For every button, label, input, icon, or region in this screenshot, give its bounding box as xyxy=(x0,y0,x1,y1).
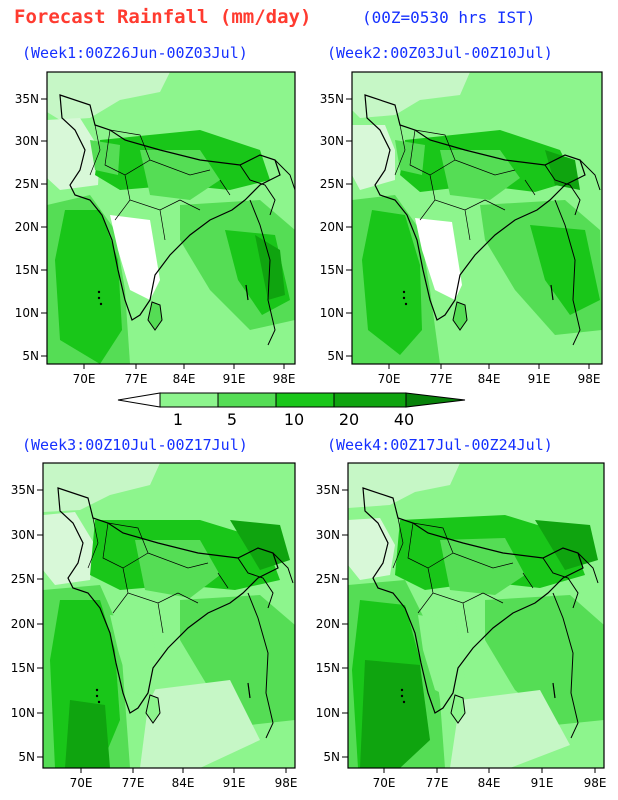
lat-ticks-panel3: 35N 30N 25N 20N 15N 10N 5N xyxy=(11,483,43,764)
lat-label: 15N xyxy=(11,661,35,675)
lon-ticks-panel1: 70E 77E 84E 91E 98E xyxy=(73,364,296,386)
lat-label: 25N xyxy=(316,572,340,586)
lon-label: 77E xyxy=(430,372,453,386)
lon-label: 70E xyxy=(378,372,401,386)
lat-label: 35N xyxy=(316,483,340,497)
lat-label: 5N xyxy=(18,750,35,764)
lat-label: 5N xyxy=(327,349,344,363)
panel-title-week3: (Week3:00Z10Jul-00Z17Jul) xyxy=(22,436,248,454)
color-legend: 1 5 10 20 40 xyxy=(117,392,466,429)
lat-label: 25N xyxy=(11,572,35,586)
lat-label: 30N xyxy=(320,134,344,148)
lon-label: 98E xyxy=(578,372,601,386)
map-title: Forecast Rainfall (mm/day) xyxy=(14,6,312,28)
lon-label: 98E xyxy=(584,776,607,790)
lon-label: 91E xyxy=(528,372,551,386)
lon-label: 84E xyxy=(478,776,501,790)
legend-label: 20 xyxy=(339,410,359,429)
lat-label: 20N xyxy=(15,220,39,234)
lat-label: 20N xyxy=(320,220,344,234)
lon-label: 84E xyxy=(172,776,195,790)
lon-ticks-panel4: 70E 77E 84E 91E 98E xyxy=(373,768,607,790)
panel-week4: 35N 30N 25N 20N 15N 10N 5N 70E 77E 84E 9… xyxy=(316,462,607,790)
lat-label: 30N xyxy=(15,134,39,148)
lat-label: 30N xyxy=(316,528,340,542)
lat-label: 15N xyxy=(15,263,39,277)
lat-label: 25N xyxy=(15,177,39,191)
panel-title-week1: (Week1:00Z26Jun-00Z03Jul) xyxy=(22,44,248,62)
lat-label: 25N xyxy=(320,177,344,191)
lat-label: 35N xyxy=(320,92,344,106)
lat-label: 15N xyxy=(316,661,340,675)
lon-label: 70E xyxy=(373,776,396,790)
panel-week3: 35N 30N 25N 20N 15N 10N 5N 70E 77E 84E 9… xyxy=(11,462,298,790)
legend-swatch-10-20 xyxy=(275,392,335,408)
lon-label: 84E xyxy=(173,372,196,386)
lat-ticks-panel4: 35N 30N 25N 20N 15N 10N 5N xyxy=(316,483,348,764)
lon-label: 77E xyxy=(122,776,145,790)
lat-label: 10N xyxy=(15,306,39,320)
lon-label: 98E xyxy=(273,372,296,386)
lat-ticks-panel1: 35N 30N 25N 20N 15N 10N 5N xyxy=(15,92,47,363)
lat-label: 10N xyxy=(316,706,340,720)
lon-label: 91E xyxy=(223,776,246,790)
lat-label: 20N xyxy=(11,617,35,631)
lon-label: 77E xyxy=(125,372,148,386)
lon-label: 91E xyxy=(223,372,246,386)
legend-label: 5 xyxy=(227,410,237,429)
lon-label: 84E xyxy=(478,372,501,386)
lon-label: 70E xyxy=(73,372,96,386)
legend-swatch-lt1 xyxy=(117,392,161,408)
lon-ticks-panel3: 70E 77E 84E 91E 98E xyxy=(70,768,298,790)
time-note: (00Z=0530 hrs IST) xyxy=(362,8,536,27)
legend-swatch-gt40 xyxy=(405,392,466,408)
legend-swatch-1-5 xyxy=(159,392,219,408)
lon-label: 70E xyxy=(70,776,93,790)
panel-week1: 35N 30N 25N 20N 15N 10N 5N 70E 77E 84E 9… xyxy=(15,71,296,386)
lat-ticks-panel2: 35N 30N 25N 20N 15N 10N 5N xyxy=(320,92,352,363)
panel-title-week2: (Week2:00Z03Jul-00Z10Jul) xyxy=(327,44,553,62)
lon-ticks-panel2: 70E 77E 84E 91E 98E xyxy=(378,364,601,386)
legend-label: 10 xyxy=(284,410,304,429)
lat-label: 5N xyxy=(22,349,39,363)
lon-label: 91E xyxy=(531,776,554,790)
panel-title-week4: (Week4:00Z17Jul-00Z24Jul) xyxy=(327,436,553,454)
lat-label: 10N xyxy=(320,306,344,320)
panel-week2: 35N 30N 25N 20N 15N 10N 5N 70E 77E 84E 9… xyxy=(320,71,603,386)
legend-label: 1 xyxy=(173,410,183,429)
lon-label: 98E xyxy=(275,776,298,790)
legend-swatch-5-10 xyxy=(217,392,277,408)
lat-label: 15N xyxy=(320,263,344,277)
lat-label: 20N xyxy=(316,617,340,631)
legend-label: 40 xyxy=(394,410,414,429)
lon-label: 77E xyxy=(426,776,449,790)
lat-label: 35N xyxy=(11,483,35,497)
lat-label: 35N xyxy=(15,92,39,106)
lat-label: 30N xyxy=(11,528,35,542)
lat-label: 5N xyxy=(323,750,340,764)
legend-swatch-20-40 xyxy=(333,392,407,408)
lat-label: 10N xyxy=(11,706,35,720)
